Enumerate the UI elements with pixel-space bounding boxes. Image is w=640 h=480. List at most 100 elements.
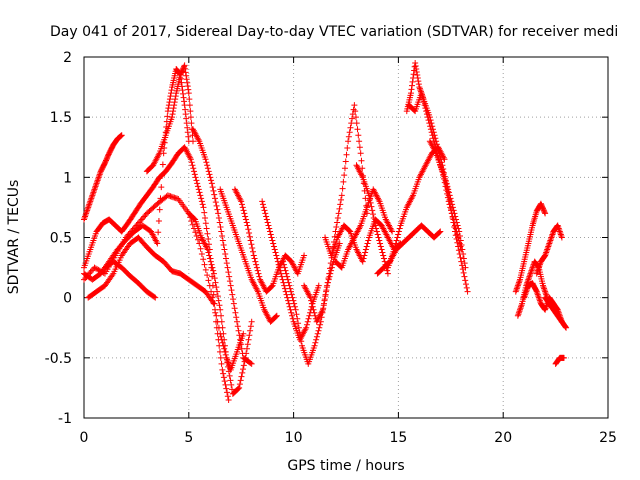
data-point: [430, 135, 437, 142]
data-point: [172, 93, 179, 100]
data-point: [448, 207, 455, 214]
data-point: [155, 229, 162, 236]
data-point: [453, 228, 460, 235]
data-point: [88, 193, 95, 200]
data-point: [183, 72, 190, 79]
data-point: [248, 241, 255, 248]
data-point: [384, 267, 391, 274]
data-point: [362, 249, 369, 256]
data-point: [221, 345, 228, 352]
data-point: [197, 245, 204, 252]
data-point: [457, 243, 464, 250]
data-point: [210, 187, 217, 194]
data-point: [217, 306, 224, 313]
data-point: [215, 297, 222, 304]
data-point: [215, 210, 222, 217]
data-point: [437, 228, 444, 235]
data-point: [266, 225, 273, 232]
data-point: [323, 288, 330, 295]
data-point: [171, 102, 178, 109]
data-point: [204, 162, 211, 169]
data-point: [541, 209, 548, 216]
data-point: [216, 219, 223, 226]
data-point: [278, 273, 285, 280]
data-point: [221, 378, 228, 385]
data-point: [558, 232, 565, 239]
data-point: [515, 309, 522, 316]
data-point: [230, 296, 237, 303]
data-point: [225, 360, 232, 367]
data-point: [342, 158, 349, 165]
data-point: [301, 252, 308, 259]
data-point: [344, 145, 351, 152]
data-point: [219, 237, 226, 244]
data-point: [240, 366, 247, 373]
data-point: [542, 288, 549, 295]
data-point: [413, 66, 420, 73]
data-point: [458, 258, 465, 265]
data-point: [218, 228, 225, 235]
data-point: [220, 242, 227, 249]
data-point: [223, 385, 230, 392]
data-point: [185, 86, 192, 93]
data-point: [285, 279, 292, 286]
data-point: [320, 302, 327, 309]
data-point: [246, 233, 253, 240]
data-point: [95, 175, 102, 182]
data-point: [332, 228, 339, 235]
data-point: [445, 198, 452, 205]
data-point: [339, 185, 346, 192]
data-point: [515, 279, 522, 286]
data-point: [337, 201, 344, 208]
data-point: [223, 354, 230, 361]
data-point: [264, 219, 271, 226]
data-point: [235, 327, 242, 334]
data-point: [92, 184, 99, 191]
data-point: [517, 305, 524, 312]
data-point: [169, 114, 176, 121]
data-point: [217, 223, 224, 230]
data-point: [303, 321, 310, 328]
data-point: [243, 345, 250, 352]
data-point: [352, 108, 359, 115]
data-point: [378, 246, 385, 253]
data-point: [316, 324, 323, 331]
data-point: [87, 198, 94, 205]
data-point: [214, 288, 221, 295]
data-point: [253, 261, 260, 268]
data-point: [218, 312, 225, 319]
data-point: [440, 172, 447, 179]
data-point: [251, 255, 258, 262]
data-point: [85, 202, 92, 209]
data-points: [81, 60, 570, 403]
data-point: [313, 333, 320, 340]
data-point: [208, 261, 215, 268]
data-point: [204, 230, 211, 237]
data-point: [223, 255, 230, 262]
data-point: [209, 264, 216, 271]
data-point: [208, 180, 215, 187]
data-point: [219, 324, 226, 331]
data-point: [283, 270, 290, 277]
data-point: [195, 186, 202, 193]
data-point: [221, 342, 228, 349]
data-point: [308, 297, 315, 304]
data-point: [442, 183, 449, 190]
data-point: [210, 270, 217, 277]
data-point: [253, 264, 260, 271]
data-point: [189, 221, 196, 228]
data-point: [234, 318, 241, 325]
data-point: [349, 115, 356, 122]
data-point: [219, 232, 226, 239]
data-point: [191, 171, 198, 178]
data-point: [541, 285, 548, 292]
data-point: [454, 231, 461, 238]
data-point: [455, 237, 462, 244]
data-point: [224, 264, 231, 271]
data-point: [546, 240, 553, 247]
data-point: [94, 178, 101, 185]
data-point: [544, 246, 551, 253]
data-point: [186, 102, 193, 109]
data-point: [392, 240, 399, 247]
data-point: [93, 180, 100, 187]
